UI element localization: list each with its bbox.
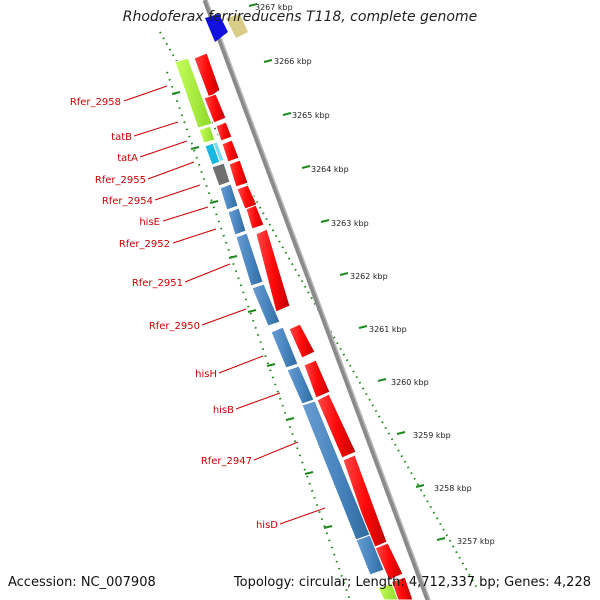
gene-block-blue xyxy=(219,183,239,211)
inner-tick-ring xyxy=(166,71,351,600)
cds-arrow xyxy=(228,159,249,188)
gene-block-blue xyxy=(227,207,247,236)
inner-tick-marks xyxy=(171,91,333,529)
gene-block-blue xyxy=(251,283,281,327)
top-features xyxy=(205,14,248,42)
gene-label-hisb: hisB xyxy=(213,405,234,416)
gene-label-tata: tatA xyxy=(117,153,138,164)
gene-label-rfer-2958: Rfer_2958 xyxy=(70,97,121,108)
gene-block-green xyxy=(174,57,213,129)
accession-text: Accession: NC_007908 xyxy=(8,575,156,590)
gene-block-green xyxy=(198,125,216,144)
gene-label-tatb: tatB xyxy=(111,132,132,143)
gene-label-rfer-2952: Rfer_2952 xyxy=(119,239,170,250)
label-connectors xyxy=(123,85,326,525)
gene-block-blue xyxy=(270,326,299,369)
cds-arrow xyxy=(316,393,357,459)
gene-labels: Rfer_2958 tatB tatA Rfer_2955 Rfer_2954 … xyxy=(70,97,278,531)
cds-arrow xyxy=(303,359,331,399)
gene-label-rfer-2951: Rfer_2951 xyxy=(132,278,183,289)
genome-backbone xyxy=(202,0,431,600)
kbp-label: 3264 kbp xyxy=(311,165,349,174)
cds-arrow xyxy=(288,323,316,359)
gene-block-blue xyxy=(286,365,315,405)
cds-arrow xyxy=(255,228,291,313)
gene-block-cyan xyxy=(212,141,225,163)
cds-arrow xyxy=(193,52,221,99)
kbp-label: 3258 kbp xyxy=(434,484,472,493)
cds-arrow xyxy=(236,184,258,210)
gene-label-hise: hisE xyxy=(139,217,160,228)
cds-arrow xyxy=(245,204,265,230)
kbp-tick-marks xyxy=(248,3,446,541)
cds-arrow xyxy=(374,542,404,581)
kbp-label: 3267 kbp xyxy=(255,3,293,12)
gene-block-olive xyxy=(226,14,248,38)
gene-block-blue xyxy=(235,232,264,287)
topology-text: Topology: circular; Length: 4,712,337 bp… xyxy=(233,575,591,590)
map-title: Rhodoferax ferrireducens T118, complete … xyxy=(122,9,478,25)
gene-block-green xyxy=(377,582,399,600)
gene-label-hish: hisH xyxy=(195,369,217,380)
cds-arrow xyxy=(215,121,233,142)
kbp-label: 3263 kbp xyxy=(331,219,369,228)
gene-label-rfer-2950: Rfer_2950 xyxy=(149,321,200,332)
gene-block-blue xyxy=(355,534,385,576)
cds-arrow xyxy=(221,139,240,163)
gene-label-rfer-2947: Rfer_2947 xyxy=(201,456,252,467)
kbp-label: 3260 kbp xyxy=(391,378,429,387)
kbp-label: 3262 kbp xyxy=(350,272,388,281)
kbp-labels: 3267 kbp 3266 kbp 3265 kbp 3264 kbp 3263… xyxy=(255,3,495,546)
gene-label-hisd: hisD xyxy=(256,520,278,531)
kbp-label: 3257 kbp xyxy=(457,537,495,546)
cds-arrow xyxy=(203,93,227,124)
gene-track xyxy=(174,57,399,600)
cds-track xyxy=(193,52,414,600)
kbp-label: 3265 kbp xyxy=(292,111,330,120)
gene-label-rfer-2954: Rfer_2954 xyxy=(102,196,153,207)
kbp-label: 3261 kbp xyxy=(369,325,407,334)
gene-label-rfer-2955: Rfer_2955 xyxy=(95,175,146,186)
gene-block-gray xyxy=(211,162,231,187)
kbp-label: 3259 kbp xyxy=(413,431,451,440)
kbp-label: 3266 kbp xyxy=(274,57,312,66)
gene-block-navy xyxy=(205,14,228,42)
